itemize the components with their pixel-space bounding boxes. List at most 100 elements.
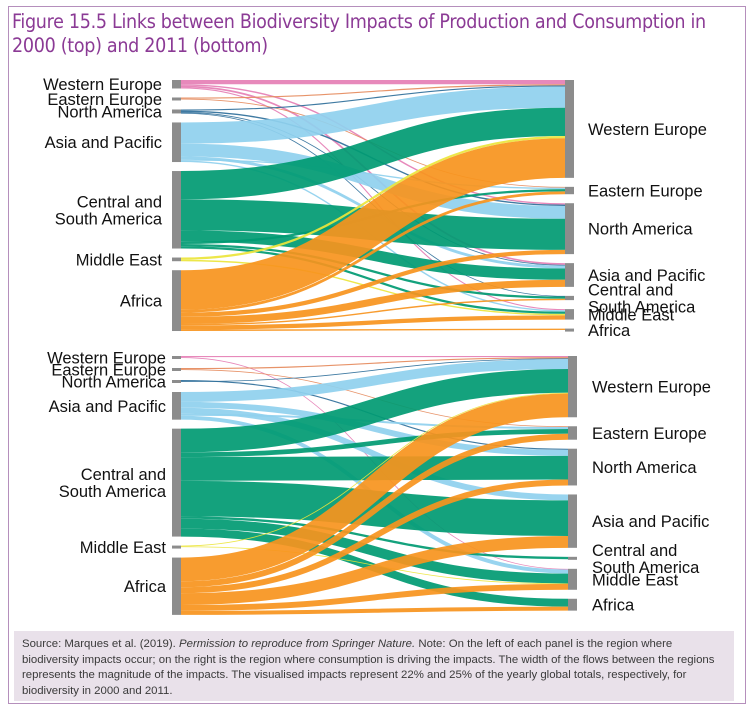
target-label-western-europe: Western Europe xyxy=(592,379,711,397)
source-label-north-america: North America xyxy=(61,374,166,392)
label-line: North America xyxy=(57,103,162,121)
source-label-eastern-europe: Eastern Europe xyxy=(47,91,162,109)
source-node-eastern-europe xyxy=(172,97,181,101)
flow-africa-to-central-and-south-america xyxy=(180,298,566,326)
source-node-middle-east xyxy=(172,257,181,262)
target-node-central-and-south-america xyxy=(565,295,574,301)
source-label-western-europe: Western Europe xyxy=(47,350,166,368)
label-line: South America xyxy=(55,210,163,228)
source-label-central-and-south-america: Central and South America xyxy=(55,193,163,228)
source-label-central-and-south-america: Central and South America xyxy=(59,466,167,501)
target-label-eastern-europe: Eastern Europe xyxy=(592,425,707,443)
target-label-north-america: North America xyxy=(588,221,693,239)
figure-title: Figure 15.5 Links between Biodiversity I… xyxy=(12,10,706,57)
label-line: North America xyxy=(592,459,697,477)
label-line: South America xyxy=(592,559,700,577)
flow-central-and-south-america-to-central-and-south-america xyxy=(180,244,566,299)
source-node-central-and-south-america xyxy=(172,171,181,249)
target-label-middle-east: Middle East xyxy=(588,306,675,324)
label-line: Eastern Europe xyxy=(51,362,166,380)
target-node-north-america xyxy=(565,203,574,255)
source-label-middle-east: Middle East xyxy=(80,539,167,557)
target-label-asia-and-pacific: Asia and Pacific xyxy=(588,267,705,285)
flow-africa-to-eastern-europe xyxy=(180,433,569,588)
source-label-africa: Africa xyxy=(120,293,163,311)
target-node-africa xyxy=(568,598,577,611)
target-label-middle-east: Middle East xyxy=(592,571,679,589)
target-label-africa: Africa xyxy=(588,322,631,340)
source-node-central-and-south-america xyxy=(172,428,181,537)
flow-africa-to-asia-and-pacific xyxy=(180,535,569,606)
label-line: Central and xyxy=(81,466,166,484)
target-node-central-and-south-america xyxy=(568,556,577,560)
target-node-asia-and-pacific xyxy=(565,263,574,287)
label-line: Western Europe xyxy=(588,121,707,139)
flow-middle-east-to-western-europe xyxy=(180,135,566,260)
label-line: South America xyxy=(59,483,167,501)
label-line: South America xyxy=(588,299,696,317)
caption-note: Note: On the left of each panel is the r… xyxy=(22,638,715,697)
label-line: Eastern Europe xyxy=(47,91,162,109)
label-line: Eastern Europe xyxy=(588,183,703,201)
target-label-africa: Africa xyxy=(592,597,635,615)
target-node-north-america xyxy=(568,448,577,486)
flow-central-and-south-america-to-western-europe xyxy=(180,369,569,453)
source-label-eastern-europe: Eastern Europe xyxy=(51,362,166,380)
target-label-north-america: North America xyxy=(592,459,697,477)
target-label-eastern-europe: Eastern Europe xyxy=(588,183,703,201)
target-label-central-and-south-america: Central and South America xyxy=(588,282,696,317)
label-line: North America xyxy=(61,374,166,392)
source-node-middle-east xyxy=(172,545,181,549)
flow-asia-and-pacific-to-eastern-europe xyxy=(180,159,566,190)
flow-africa-to-middle-east xyxy=(180,583,569,611)
flow-central-and-south-america-to-asia-and-pacific xyxy=(180,230,566,280)
label-line: Central and xyxy=(77,193,162,211)
flow-asia-and-pacific-to-western-europe xyxy=(180,359,569,402)
label-line: Central and xyxy=(588,282,673,300)
flow-africa-to-western-europe xyxy=(180,138,566,310)
flow-central-and-south-america-to-middle-east xyxy=(180,518,569,584)
label-line: Africa xyxy=(588,322,631,340)
label-line: Middle East xyxy=(592,571,679,589)
target-node-africa xyxy=(565,328,574,332)
flow-africa-to-western-europe xyxy=(180,393,569,582)
source-node-africa xyxy=(172,557,181,615)
source-node-eastern-europe xyxy=(172,368,181,371)
label-line: Asia and Pacific xyxy=(592,513,709,531)
source-node-africa xyxy=(172,270,181,332)
label-line: Africa xyxy=(592,597,635,615)
target-node-western-europe xyxy=(568,356,577,418)
source-node-north-america xyxy=(172,380,181,383)
flow-central-and-south-america-to-middle-east xyxy=(180,246,566,314)
source-node-asia-and-pacific xyxy=(172,392,181,420)
flow-africa-to-north-america xyxy=(180,479,569,594)
flow-north-america-to-western-europe xyxy=(180,358,569,382)
flow-eastern-europe-to-western-europe xyxy=(180,357,569,370)
target-label-central-and-south-america: Central and South America xyxy=(592,542,700,577)
source-label-asia-and-pacific: Asia and Pacific xyxy=(49,398,166,416)
flow-africa-to-eastern-europe xyxy=(180,191,566,313)
flow-asia-and-pacific-to-north-america xyxy=(180,401,569,456)
source-node-asia-and-pacific xyxy=(172,122,181,163)
source-label-africa: Africa xyxy=(124,578,167,596)
target-node-eastern-europe xyxy=(565,186,574,195)
label-line: Western Europe xyxy=(592,379,711,397)
source-node-western-europe xyxy=(172,80,181,89)
figure-caption: Source: Marques et al. (2019). Permissio… xyxy=(14,631,734,701)
target-label-asia-and-pacific: Asia and Pacific xyxy=(592,513,709,531)
flow-africa-to-africa xyxy=(180,606,569,615)
label-line: Eastern Europe xyxy=(592,425,707,443)
target-node-western-europe xyxy=(565,80,574,178)
source-label-middle-east: Middle East xyxy=(76,251,163,269)
label-line: Western Europe xyxy=(43,76,162,94)
flow-eastern-europe-to-western-europe xyxy=(180,84,566,99)
flows xyxy=(180,356,569,615)
target-node-eastern-europe xyxy=(568,426,577,440)
label-line: Middle East xyxy=(588,306,675,324)
caption-permission: Permission to reproduce from Springer Na… xyxy=(179,638,416,650)
flow-north-america-to-western-europe xyxy=(180,85,566,111)
label-line: Middle East xyxy=(76,251,163,269)
source-label-western-europe: Western Europe xyxy=(43,76,162,94)
